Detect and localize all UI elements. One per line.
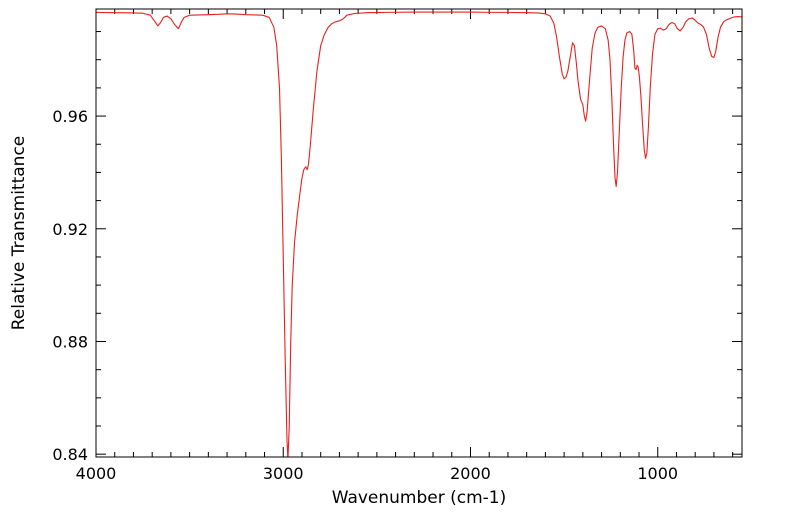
x-tick-label: 3000 — [263, 464, 304, 483]
x-tick-label: 4000 — [76, 464, 117, 483]
x-axis-ticks — [95, 9, 734, 457]
y-axis-ticks — [96, 31, 742, 455]
spectrum-line — [96, 11, 742, 457]
plot-frame — [95, 8, 743, 458]
x-axis-label: Wavenumber (cm-1) — [332, 488, 507, 508]
y-axis-label: Relative Transmittance — [9, 136, 29, 331]
y-tick-label: 0.96 — [52, 107, 88, 126]
x-axis-tick-labels: 4000 3000 2000 1000 — [76, 464, 678, 483]
y-tick-label: 0.84 — [52, 445, 88, 464]
series-layer — [96, 11, 742, 457]
x-tick-label: 2000 — [450, 464, 491, 483]
y-axis-tick-labels: 0.84 0.88 0.92 0.96 — [52, 107, 88, 464]
y-tick-label: 0.88 — [52, 332, 88, 351]
y-tick-label: 0.92 — [52, 220, 88, 239]
x-tick-label: 1000 — [637, 464, 678, 483]
